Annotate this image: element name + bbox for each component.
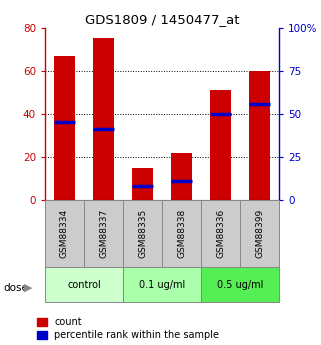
- Text: 0.5 ug/ml: 0.5 ug/ml: [217, 280, 264, 289]
- Text: ▶: ▶: [24, 283, 32, 293]
- FancyBboxPatch shape: [123, 267, 201, 302]
- Bar: [93, 38, 114, 200]
- FancyBboxPatch shape: [162, 200, 201, 267]
- FancyBboxPatch shape: [45, 267, 123, 302]
- Text: GSM88334: GSM88334: [60, 209, 69, 258]
- Text: 0.1 ug/ml: 0.1 ug/ml: [139, 280, 185, 289]
- Bar: [210, 90, 231, 200]
- FancyBboxPatch shape: [123, 200, 162, 267]
- Text: control: control: [67, 280, 101, 289]
- FancyBboxPatch shape: [201, 200, 240, 267]
- Bar: [54, 56, 75, 200]
- Text: GSM88338: GSM88338: [177, 209, 186, 258]
- Bar: [249, 71, 271, 200]
- Bar: [132, 168, 153, 200]
- FancyBboxPatch shape: [84, 200, 123, 267]
- Legend: count, percentile rank within the sample: count, percentile rank within the sample: [37, 317, 220, 340]
- Text: GSM88337: GSM88337: [99, 209, 108, 258]
- Text: GSM88399: GSM88399: [255, 209, 264, 258]
- Bar: [171, 152, 192, 200]
- FancyBboxPatch shape: [201, 267, 279, 302]
- Title: GDS1809 / 1450477_at: GDS1809 / 1450477_at: [85, 13, 239, 27]
- FancyBboxPatch shape: [240, 200, 279, 267]
- Text: GSM88335: GSM88335: [138, 209, 147, 258]
- FancyBboxPatch shape: [45, 200, 84, 267]
- Text: dose: dose: [3, 283, 28, 293]
- Text: GSM88336: GSM88336: [216, 209, 225, 258]
